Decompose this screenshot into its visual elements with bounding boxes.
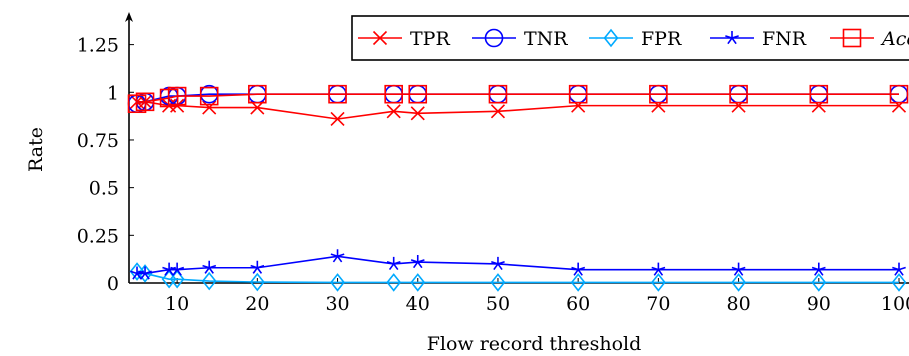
series-line-fnr (137, 255, 899, 275)
data-point-fnr (571, 262, 586, 276)
y-axis-arrowhead (125, 12, 133, 22)
data-point-tpr (490, 104, 506, 119)
legend-marker (372, 30, 388, 46)
data-point-fnr (811, 262, 826, 276)
data-point-fnr (202, 260, 217, 274)
data-point-accuracy (649, 84, 668, 104)
data-point-fpr (570, 273, 586, 292)
x-tick-label: 90 (807, 293, 831, 315)
series-layer (127, 84, 909, 292)
x-tick-label: 20 (245, 293, 269, 315)
legend-marker (603, 28, 619, 48)
legend-entry-accuracy: Acc (830, 28, 909, 50)
x-tick-label: 80 (726, 293, 750, 315)
data-point-tpr (202, 100, 217, 115)
x-tick-label: 50 (486, 293, 510, 315)
y-axis-label: Rate (25, 127, 47, 172)
data-point-fnr (138, 266, 152, 280)
data-point-tpr (330, 111, 345, 127)
data-point-fpr (731, 273, 747, 292)
data-point-accuracy (729, 84, 748, 104)
legend-marker (842, 28, 862, 48)
legend-entry-fnr: FNR (710, 28, 807, 50)
data-point-fpr (169, 269, 185, 289)
data-point-tpr (410, 106, 425, 121)
x-axis-label: Flow record threshold (427, 333, 642, 355)
y-tick-label: 1.25 (77, 35, 119, 57)
data-point-accuracy (167, 86, 187, 106)
data-point-fpr (137, 264, 153, 283)
data-point-fnr (410, 255, 425, 269)
series-fnr (130, 249, 906, 280)
x-tick-label: 10 (165, 293, 189, 315)
data-point-fnr (170, 262, 185, 276)
series-line-fpr (136, 270, 899, 284)
legend-marker (725, 31, 739, 45)
y-tick-label: 0.75 (77, 130, 119, 152)
data-point-fnr (731, 262, 746, 276)
data-point-accuracy (328, 84, 347, 104)
legend-label: FPR (641, 28, 682, 50)
data-point-accuracy (488, 84, 508, 104)
series-tpr (129, 94, 907, 127)
y-tick-label: 0 (107, 273, 119, 295)
legend-label: TPR (410, 28, 450, 50)
data-point-accuracy (809, 84, 829, 104)
x-tick-label: 60 (566, 293, 590, 315)
legend-label: Acc (880, 28, 909, 50)
data-point-accuracy (568, 84, 588, 104)
legend: TPR TNR FPR FNR Acc (351, 15, 909, 61)
x-tick-label: 40 (406, 293, 430, 315)
data-point-fnr (386, 256, 401, 271)
data-point-accuracy (889, 84, 909, 104)
data-point-fpr (201, 271, 217, 291)
legend-entry-tpr: TPR (358, 28, 450, 50)
data-point-fpr (891, 273, 907, 292)
data-point-accuracy (248, 84, 267, 104)
data-point-fnr (892, 262, 906, 276)
x-tick-label: 70 (646, 293, 670, 315)
series-accuracy (127, 84, 909, 114)
data-point-fnr (651, 262, 666, 276)
data-point-fnr (330, 249, 345, 263)
data-point-fnr (491, 256, 505, 271)
data-point-accuracy (408, 84, 428, 104)
data-point-fpr (330, 273, 345, 292)
data-point-fpr (650, 273, 666, 292)
data-point-fpr (410, 273, 426, 292)
series-fpr (129, 262, 907, 292)
y-tick-label: 1 (107, 82, 119, 104)
y-tick-label: 0.25 (77, 225, 119, 247)
data-point-fnr (250, 260, 265, 274)
y-tick-label: 0.5 (89, 178, 119, 200)
data-point-accuracy (135, 92, 155, 112)
legend-label: FNR (762, 28, 807, 50)
legend-label: TNR (524, 28, 568, 50)
data-point-fpr (249, 272, 265, 292)
x-tick-label: 30 (325, 293, 349, 315)
series-line-tpr (137, 101, 899, 120)
data-point-fpr (386, 273, 402, 292)
legend-entry-fpr: FPR (589, 28, 682, 50)
data-point-fpr (490, 273, 506, 292)
data-point-accuracy (199, 86, 219, 106)
series-line-accuracy (136, 93, 899, 105)
data-point-tpr (386, 104, 401, 119)
x-tick-label: 100 (881, 293, 909, 315)
legend-marker (484, 28, 504, 48)
ticks: 10 20 30 40 50 60 70 80 90 100 0 0.25 0.5 0.75 1 1.25 (77, 35, 909, 315)
legend-entry-tnr: TNR (472, 28, 568, 50)
data-point-fpr (811, 273, 827, 292)
data-point-accuracy (384, 84, 403, 104)
